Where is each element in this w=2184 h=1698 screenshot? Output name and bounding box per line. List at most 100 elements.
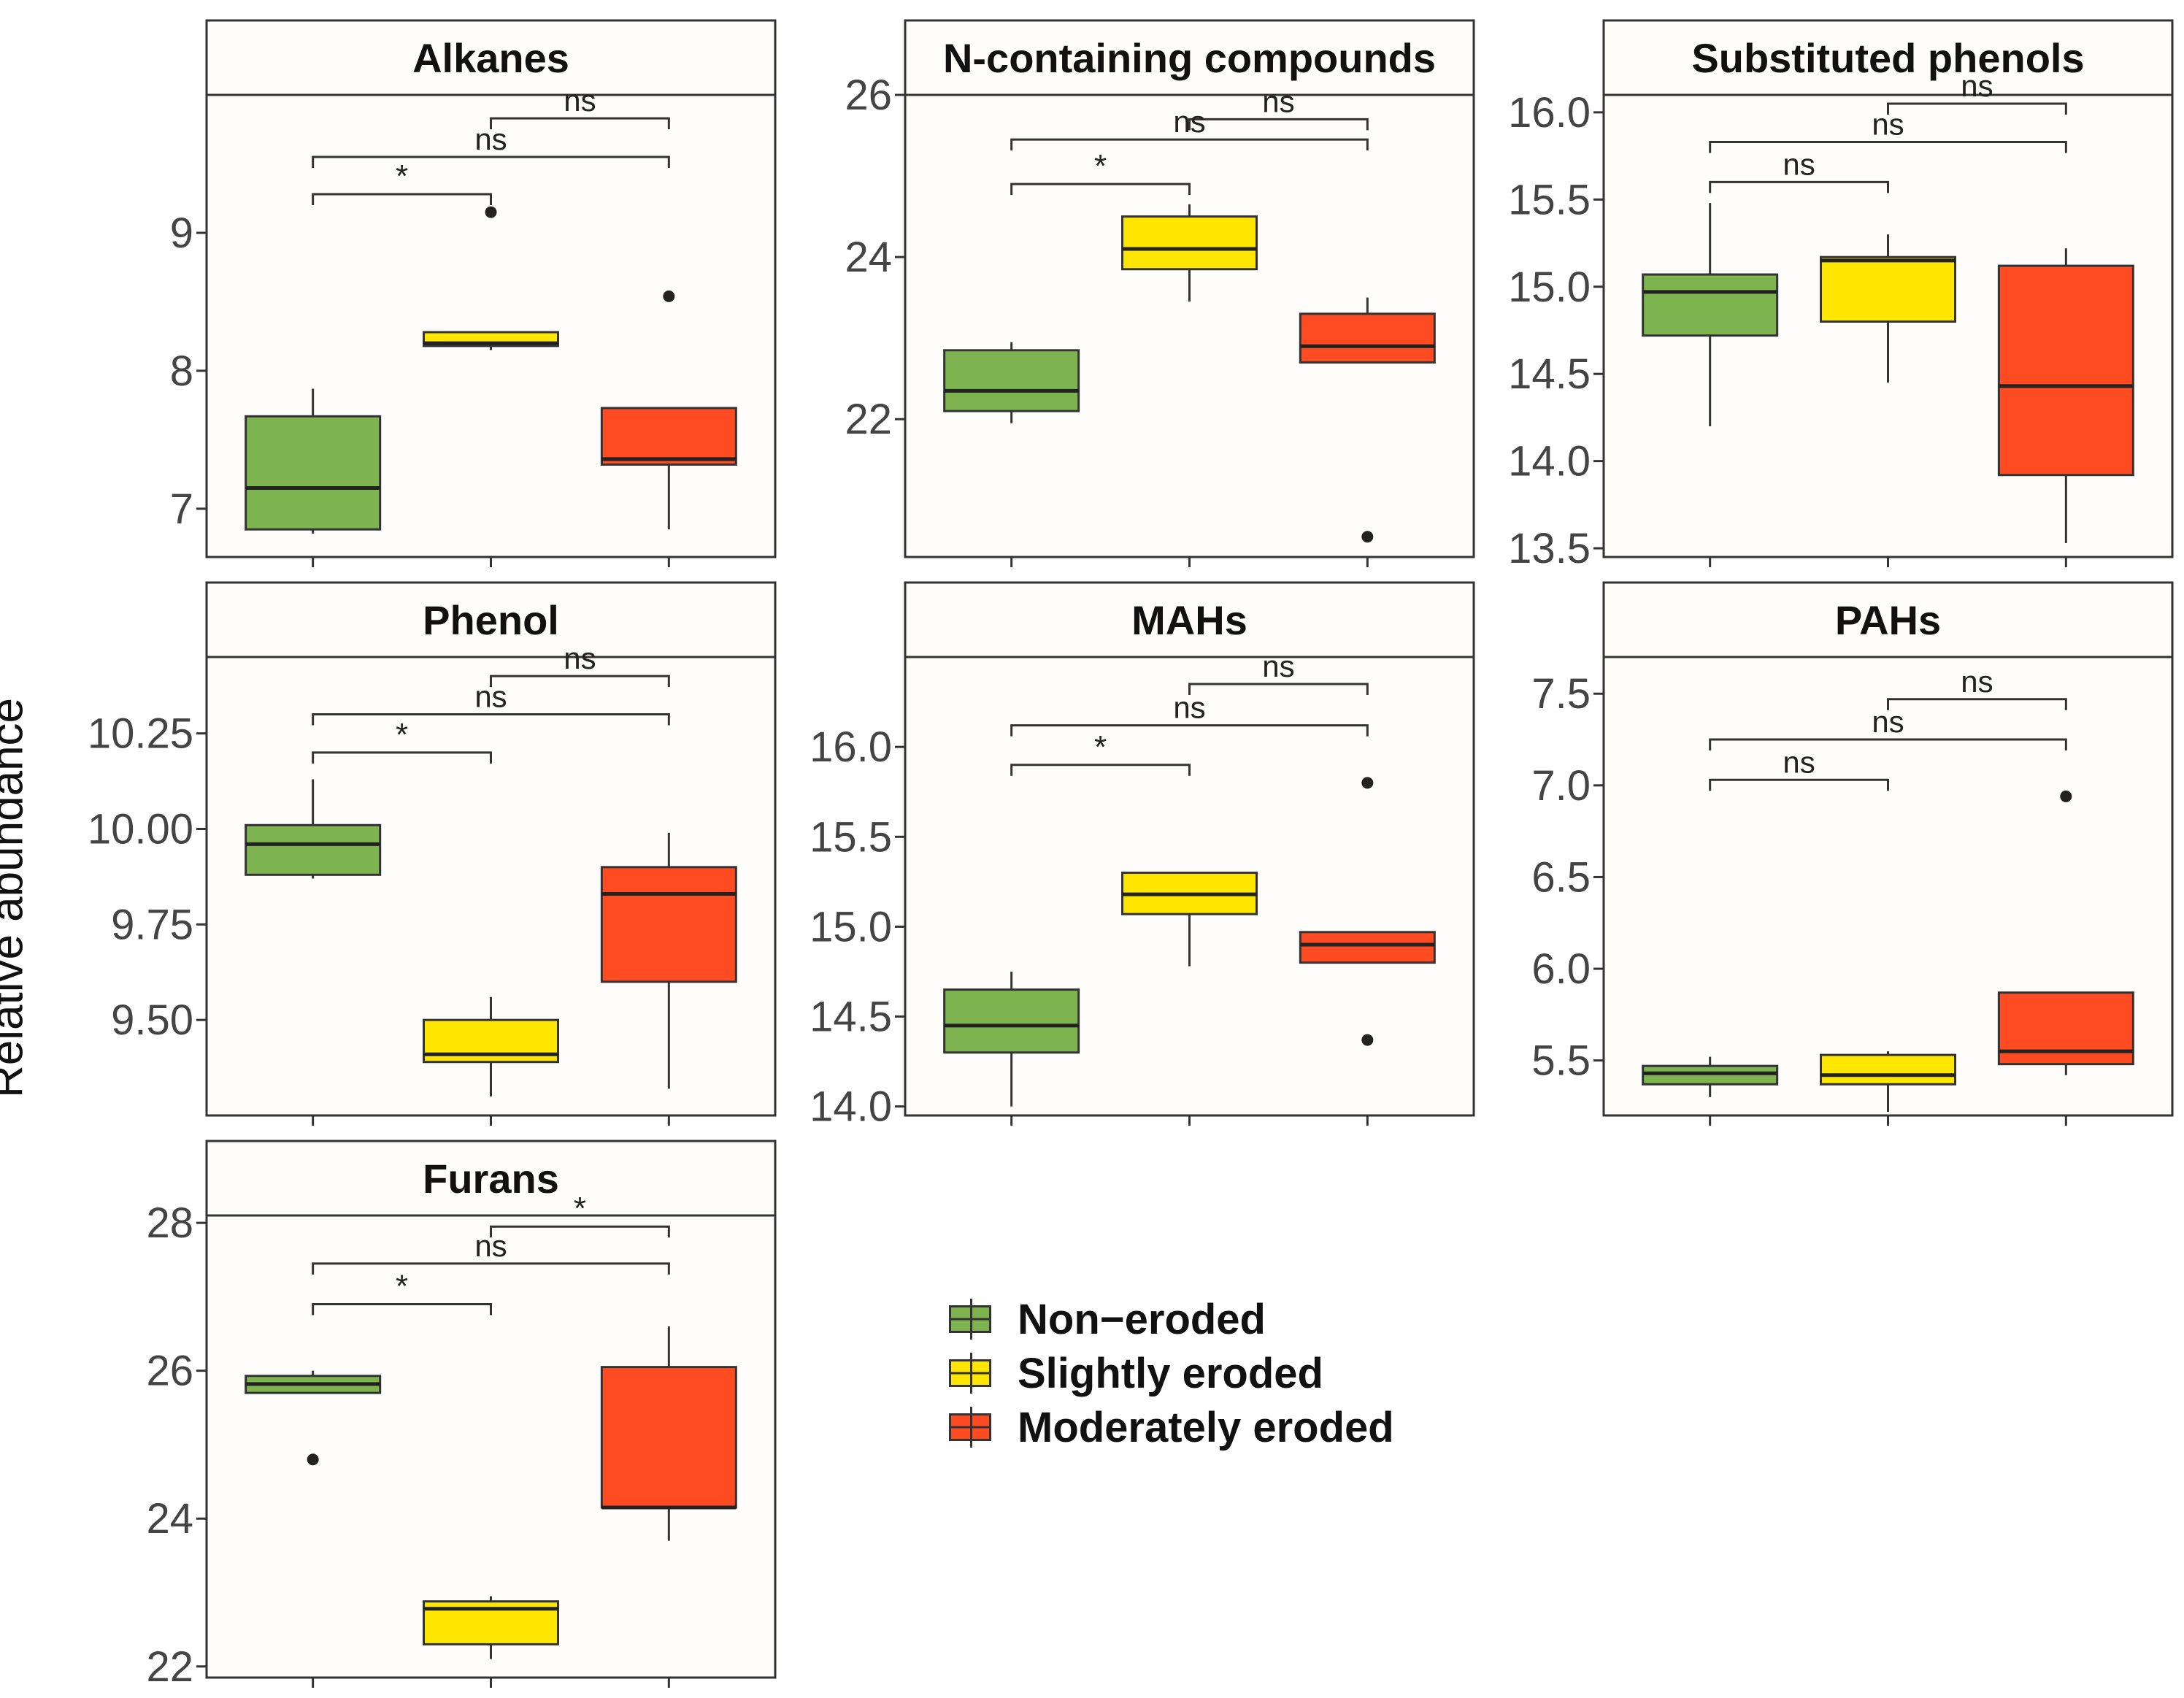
significance-label: * (396, 158, 408, 194)
bracket-line (1010, 724, 1369, 737)
y-tick-label: 15.0 (810, 903, 892, 950)
significance-bracket: * (312, 1269, 492, 1315)
panel-title: Furans (423, 1156, 559, 1202)
box-non-eroded (245, 1370, 382, 1466)
significance-bracket: ns (1709, 147, 1889, 193)
box-moderately-eroded (1997, 790, 2134, 1075)
significance-label: ns (1961, 69, 1993, 103)
box-slightly-eroded (1820, 234, 1956, 383)
box-moderately-eroded (600, 290, 737, 530)
significance-bracket: ns (312, 122, 670, 169)
outlier-point (663, 290, 675, 302)
box-body (1997, 991, 2134, 1066)
significance-label: ns (1783, 147, 1815, 181)
panel-title: MAHs (1131, 597, 1247, 643)
y-tick-label: 14.5 (810, 994, 892, 1041)
legend-key-non-eroded (949, 1299, 991, 1340)
box-non-eroded (943, 342, 1080, 423)
y-tick-label: 9 (170, 210, 193, 257)
bracket-line (1709, 778, 1889, 791)
panel-title: Substituted phenols (1691, 35, 2084, 81)
panel-alkanes: Alkanes 7 8 9 ns ns * (170, 19, 777, 567)
bracket-line (1010, 138, 1369, 151)
box-moderately-eroded (600, 832, 737, 1089)
significance-label: ns (474, 122, 507, 156)
significance-label: ns (1783, 745, 1815, 779)
bracket-line (1188, 683, 1369, 695)
significance-bracket: ns (1887, 69, 2067, 115)
box-body (1642, 1064, 1779, 1086)
y-tick-label: 14.0 (1508, 438, 1591, 485)
significance-bracket: ns (490, 641, 670, 688)
box-moderately-eroded (600, 1326, 737, 1541)
significance-bracket: ns (1709, 704, 2067, 751)
box-non-eroded (245, 388, 382, 534)
outlier-point (307, 1453, 319, 1466)
box-moderately-eroded (1299, 297, 1436, 543)
panel-title: N-containing compounds (943, 35, 1436, 81)
outlier-point (1361, 777, 1374, 789)
box-moderately-eroded (1997, 248, 2134, 543)
y-tick-label: 7.0 (1531, 762, 1591, 810)
legend-item-moderately-eroded: Moderately eroded (949, 1400, 1394, 1454)
y-tick-label: 6.0 (1531, 945, 1591, 993)
y-tick-label: 10.25 (88, 710, 193, 758)
significance-label: ns (1173, 691, 1205, 725)
box-body (600, 1366, 737, 1509)
box-body (943, 349, 1080, 412)
bracket-line (312, 193, 492, 206)
y-tick-label: 8 (170, 347, 193, 395)
y-tick-label: 15.5 (810, 813, 892, 861)
box-slightly-eroded (1121, 204, 1258, 302)
significance-bracket: ns (1709, 745, 1889, 791)
legend: Non−eroded Slightly eroded Moderately er… (949, 1292, 1394, 1454)
significance-bracket: ns (1010, 104, 1369, 151)
box-body (1820, 256, 1956, 323)
significance-label: ns (1872, 107, 1904, 141)
panel-phenol: Phenol 9.50 9.75 10.00 10.25 ns ns * (88, 581, 777, 1126)
box-body (1820, 1053, 1956, 1086)
legend-label-non-eroded: Non−eroded (1018, 1295, 1266, 1343)
bracket-line (312, 751, 492, 764)
legend-label-moderately-eroded: Moderately eroded (1018, 1403, 1394, 1451)
box-slightly-eroded (423, 206, 559, 350)
panel-pahs: PAHs 5.5 6.0 6.5 7.0 7.5 ns ns ns (1531, 581, 2174, 1126)
panel-substituted-phenols: Substituted phenols 13.5 14.0 14.5 15.0 15.5 1… (1508, 19, 2174, 572)
bracket-line (1709, 180, 1889, 193)
outlier-point (2060, 790, 2072, 802)
bracket-line (312, 1303, 492, 1315)
legend-item-slightly-eroded: Slightly eroded (949, 1346, 1394, 1400)
bracket-line (490, 117, 670, 130)
box-slightly-eroded (423, 1596, 559, 1659)
significance-bracket: ns (1887, 664, 2067, 710)
outlier-point (485, 206, 497, 218)
y-tick-label: 22 (146, 1643, 193, 1691)
significance-bracket: ns (1188, 649, 1369, 695)
significance-label: ns (474, 1229, 507, 1263)
significance-label: ns (1173, 104, 1205, 139)
significance-bracket: * (312, 158, 492, 206)
panel-title: Alkanes (412, 35, 569, 81)
y-tick-label: 24 (845, 234, 892, 281)
bracket-line (1010, 183, 1191, 196)
significance-label: * (574, 1191, 586, 1226)
box-body (245, 415, 382, 531)
bracket-line (1188, 118, 1369, 131)
significance-bracket: ns (312, 1229, 670, 1275)
significance-bracket: ns (1010, 691, 1369, 737)
significance-label: ns (1961, 664, 1993, 699)
significance-bracket: * (490, 1191, 670, 1238)
panel-n-containing-compounds: N-containing compounds 22 24 26 ns ns * (845, 19, 1475, 567)
y-tick-label: 10.00 (88, 806, 193, 853)
y-tick-label: 15.0 (1508, 264, 1591, 311)
box-body (1121, 215, 1258, 271)
outlier-point (1361, 1034, 1374, 1046)
bracket-line (490, 1225, 670, 1238)
y-tick-label: 5.5 (1531, 1037, 1591, 1085)
box-body (600, 407, 737, 466)
outlier-point (1361, 531, 1374, 543)
y-tick-label: 26 (146, 1348, 193, 1395)
significance-bracket: * (312, 717, 492, 764)
box-body (943, 988, 1080, 1054)
